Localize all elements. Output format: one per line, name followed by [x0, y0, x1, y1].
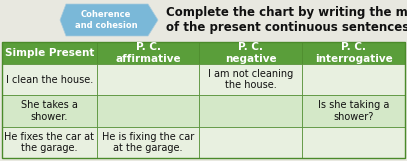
Bar: [199, 127, 302, 158]
Bar: [2, 127, 97, 158]
Bar: [97, 42, 199, 64]
Text: I clean the house.: I clean the house.: [6, 75, 93, 85]
Text: Simple Present: Simple Present: [4, 48, 94, 58]
Bar: [199, 42, 302, 64]
Bar: [97, 95, 199, 127]
Bar: [97, 127, 199, 158]
Text: I am not cleaning
the house.: I am not cleaning the house.: [208, 69, 293, 90]
Bar: [199, 95, 302, 127]
Polygon shape: [60, 4, 158, 36]
Text: P. C.
affirmative: P. C. affirmative: [115, 42, 181, 64]
Text: Is she taking a
shower?: Is she taking a shower?: [318, 100, 389, 122]
Text: P. C.
negative: P. C. negative: [225, 42, 277, 64]
Bar: [302, 95, 405, 127]
Text: Coherence
and cohesion: Coherence and cohesion: [75, 10, 137, 30]
Bar: [199, 64, 302, 95]
Bar: [0, 0, 407, 42]
Bar: [302, 64, 405, 95]
Bar: [97, 64, 199, 95]
Text: P. C.
interrogative: P. C. interrogative: [315, 42, 392, 64]
Bar: [2, 42, 97, 64]
Text: She takes a
shower.: She takes a shower.: [21, 100, 78, 122]
Bar: [302, 42, 405, 64]
Bar: [2, 64, 97, 95]
Bar: [2, 42, 405, 158]
Text: Complete the chart by writing the missing forms
of the present continuous senten: Complete the chart by writing the missin…: [166, 6, 407, 34]
Text: He fixes the car at
the garage.: He fixes the car at the garage.: [4, 132, 94, 153]
Bar: [302, 127, 405, 158]
Bar: [2, 95, 97, 127]
Text: He is fixing the car
at the garage.: He is fixing the car at the garage.: [102, 132, 194, 153]
